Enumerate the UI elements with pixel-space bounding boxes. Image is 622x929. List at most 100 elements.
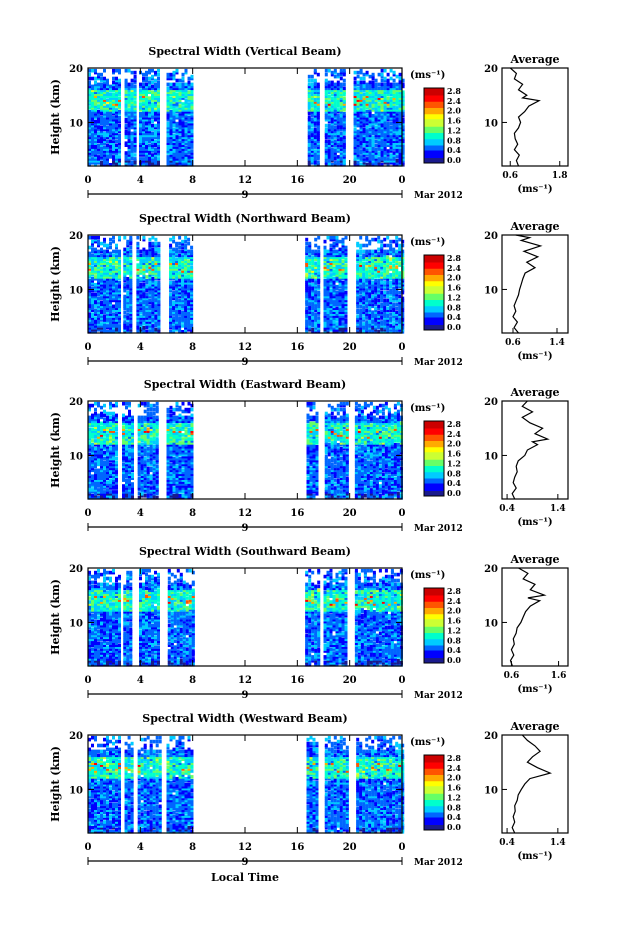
heatmap-cell (359, 117, 363, 122)
heatmap-cell (184, 82, 188, 87)
heatmap-cell (145, 82, 148, 87)
heatmap-cell (126, 271, 130, 275)
heatmap-cell (126, 277, 130, 281)
heatmap-cell (142, 106, 145, 110)
heatmap-cell (356, 117, 360, 122)
heatmap-cell (392, 121, 396, 126)
heatmap-cell (151, 143, 154, 147)
heatmap-cell (88, 119, 91, 124)
heatmap-cell (327, 106, 331, 110)
heatmap-cell (148, 288, 152, 293)
heatmap-cell (123, 284, 127, 289)
heatmap-cell (190, 265, 194, 269)
colorbar-swatch (424, 89, 444, 91)
heatmap-cell (145, 108, 148, 112)
heatmap-cell (126, 263, 130, 267)
heatmap-cell (133, 117, 137, 122)
heatmap-cell (115, 310, 118, 314)
heatmap-cell (362, 141, 366, 145)
heatmap-cell (181, 324, 185, 328)
heatmap-cell (151, 261, 155, 265)
heatmap-cell (139, 269, 143, 273)
heatmap-cell (166, 125, 170, 130)
heatmap-cell (145, 161, 148, 165)
heatmap-cell (305, 245, 309, 250)
heatmap-cell (187, 149, 191, 153)
heatmap-cell (91, 90, 94, 94)
heatmap-cell (127, 68, 131, 73)
heatmap-cell (190, 135, 194, 140)
heatmap-cell (172, 98, 176, 102)
heatmap-cell (106, 161, 109, 165)
colorbar-swatch (424, 139, 444, 141)
heatmap-cell (395, 326, 399, 330)
heatmap-cell (94, 133, 97, 138)
heatmap-cell (380, 159, 384, 163)
heatmap-cell (139, 129, 142, 134)
heatmap-cell (106, 157, 109, 161)
heatmap-cell (181, 114, 185, 118)
heatmap-cell (106, 269, 109, 273)
heatmap-cell (127, 96, 131, 100)
heatmap-cell (123, 251, 127, 256)
heatmap-cell (362, 253, 366, 258)
heatmap-cell (151, 76, 154, 81)
heatmap-cell (91, 84, 94, 89)
heatmap-cell (100, 112, 103, 116)
heatmap-cell (145, 312, 149, 316)
heatmap-cell (392, 94, 396, 98)
heatmap-cell (94, 163, 97, 167)
heatmap-cell (310, 78, 314, 83)
heatmap-cell (154, 141, 157, 145)
heatmap-cell (336, 149, 340, 153)
colorbar-swatch (424, 100, 444, 103)
heatmap-cell (139, 296, 143, 301)
heatmap-cell (103, 286, 106, 291)
heatmap-cell (175, 88, 179, 93)
heatmap-cell (124, 161, 128, 165)
heatmap-cell (353, 98, 357, 102)
heatmap-cell (184, 94, 188, 98)
heatmap-cell (389, 104, 393, 108)
heatmap-cell (100, 96, 103, 100)
heatmap-cell (353, 145, 357, 149)
heatmap-cell (368, 153, 372, 157)
heatmap-cell (187, 137, 191, 142)
heatmap-cell (362, 155, 366, 159)
heatmap-cell (139, 88, 142, 93)
heatmap-cell (389, 131, 393, 136)
heatmap-cell (187, 157, 191, 161)
heatmap-cell (342, 153, 346, 157)
heatmap-cell (148, 247, 152, 252)
heatmap-cell (333, 117, 337, 122)
heatmap-cell (389, 115, 393, 120)
heatmap-cell (386, 161, 390, 165)
heatmap-cell (100, 102, 103, 106)
heatmap-cell (145, 265, 149, 269)
colorbar-swatch (424, 115, 444, 118)
heatmap-cell (172, 104, 176, 108)
heatmap-cell (118, 271, 121, 275)
heatmap-cell (109, 153, 112, 157)
heatmap-cell (103, 255, 106, 260)
heatmap-cell (330, 84, 334, 89)
heatmap-cell (181, 72, 185, 77)
heatmap-cell (392, 127, 396, 132)
heatmap-cell (374, 92, 378, 96)
heatmap-cell (145, 135, 148, 140)
heatmap-cell (175, 133, 179, 138)
heatmap-cell (157, 106, 160, 110)
heatmap-cell (142, 119, 145, 124)
heatmap-cell (124, 143, 128, 147)
heatmap-cell (386, 115, 390, 120)
heatmap-cell (118, 100, 121, 104)
heatmap-cell (103, 282, 106, 287)
heatmap-cell (157, 282, 161, 287)
heatmap-cell (339, 157, 343, 161)
heatmap-cell (88, 273, 91, 277)
heatmap-cell (353, 76, 357, 81)
colorbar-swatch (424, 148, 444, 150)
heatmap-cell (184, 108, 188, 112)
heatmap-cell (172, 326, 176, 330)
colorbar-swatch (424, 90, 444, 93)
